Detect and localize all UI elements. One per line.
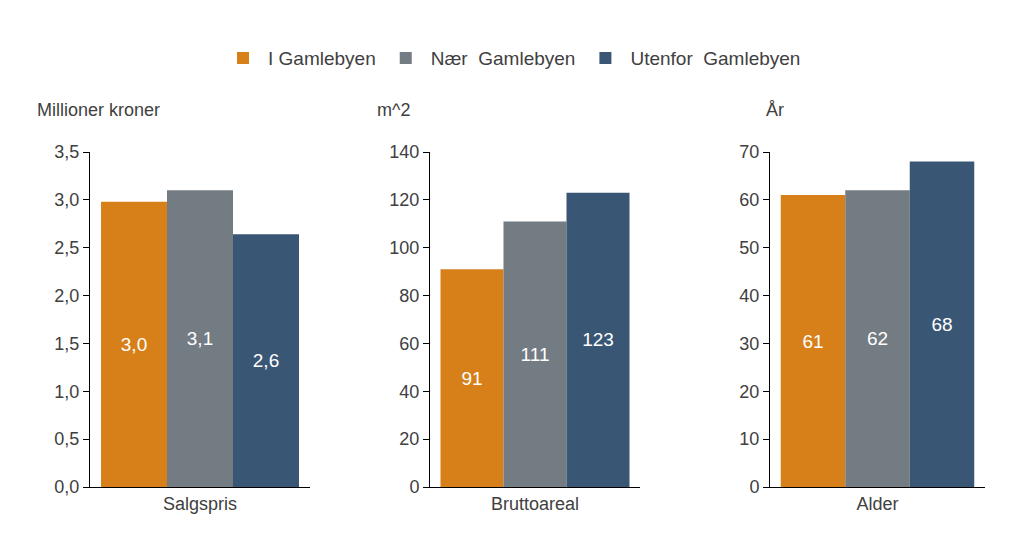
svg-text:60: 60 bbox=[739, 190, 759, 210]
svg-text:3,0: 3,0 bbox=[121, 334, 147, 355]
svg-text:123: 123 bbox=[582, 329, 614, 350]
svg-text:Utenfor Gamlebyen: Utenfor Gamlebyen bbox=[630, 48, 800, 69]
svg-text:0: 0 bbox=[409, 477, 419, 497]
svg-text:År: År bbox=[766, 100, 784, 120]
svg-text:0,5: 0,5 bbox=[54, 429, 79, 449]
svg-text:62: 62 bbox=[867, 328, 888, 349]
svg-text:60: 60 bbox=[399, 334, 419, 354]
svg-text:20: 20 bbox=[739, 382, 759, 402]
svg-text:0,0: 0,0 bbox=[54, 477, 79, 497]
svg-text:1,5: 1,5 bbox=[54, 334, 79, 354]
svg-text:3,5: 3,5 bbox=[54, 142, 79, 162]
svg-text:1,0: 1,0 bbox=[54, 382, 79, 402]
svg-text:30: 30 bbox=[739, 334, 759, 354]
svg-text:3,0: 3,0 bbox=[54, 190, 79, 210]
svg-text:Nær Gamlebyen: Nær Gamlebyen bbox=[431, 48, 576, 69]
svg-text:Bruttoareal: Bruttoareal bbox=[491, 494, 579, 514]
svg-text:111: 111 bbox=[521, 344, 550, 365]
svg-text:10: 10 bbox=[739, 429, 759, 449]
svg-text:3,1: 3,1 bbox=[187, 328, 213, 349]
svg-text:120: 120 bbox=[389, 190, 419, 210]
svg-text:100: 100 bbox=[389, 238, 419, 258]
svg-text:91: 91 bbox=[461, 368, 482, 389]
svg-text:2,0: 2,0 bbox=[54, 286, 79, 306]
svg-text:40: 40 bbox=[399, 382, 419, 402]
svg-text:40: 40 bbox=[739, 286, 759, 306]
svg-text:70: 70 bbox=[739, 142, 759, 162]
svg-text:50: 50 bbox=[739, 238, 759, 258]
svg-text:20: 20 bbox=[399, 429, 419, 449]
svg-text:Millioner kroner: Millioner kroner bbox=[37, 100, 160, 120]
svg-text:m^2: m^2 bbox=[377, 100, 410, 120]
svg-text:Salgspris: Salgspris bbox=[163, 494, 237, 514]
svg-text:68: 68 bbox=[931, 314, 952, 335]
svg-text:I Gamlebyen: I Gamlebyen bbox=[268, 48, 376, 69]
svg-text:2,5: 2,5 bbox=[54, 238, 79, 258]
svg-text:140: 140 bbox=[389, 142, 419, 162]
svg-text:80: 80 bbox=[399, 286, 419, 306]
svg-text:Alder: Alder bbox=[856, 494, 898, 514]
svg-text:61: 61 bbox=[802, 331, 823, 352]
svg-text:2,6: 2,6 bbox=[253, 350, 279, 371]
svg-text:0: 0 bbox=[749, 477, 759, 497]
